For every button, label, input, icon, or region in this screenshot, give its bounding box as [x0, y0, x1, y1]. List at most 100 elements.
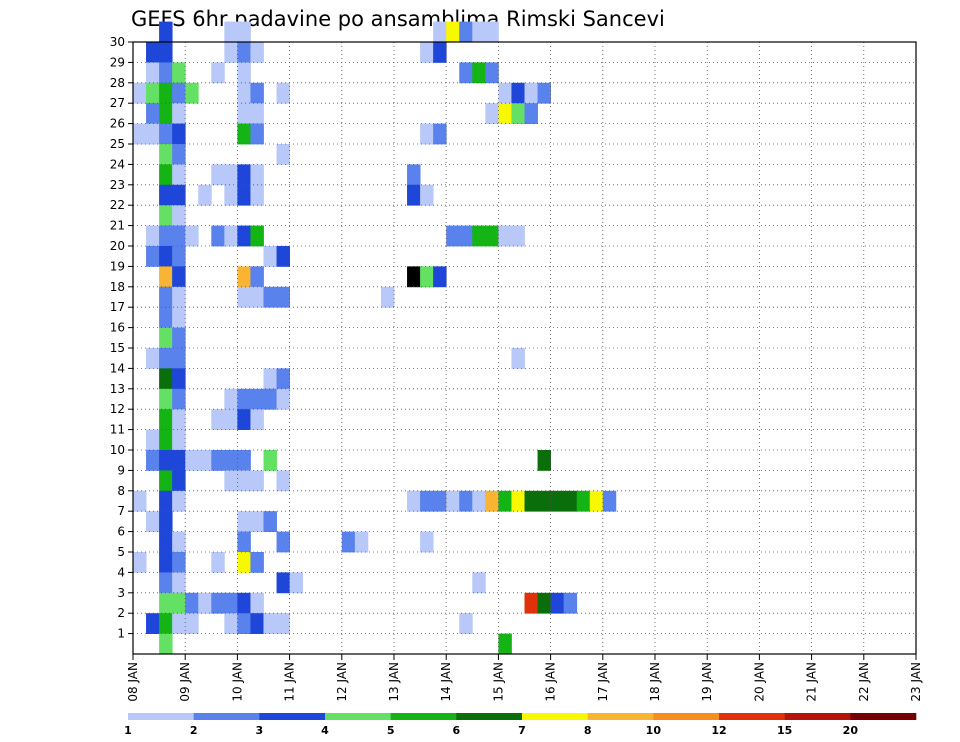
heat-cell: [289, 572, 304, 594]
colorbar-swatch: [390, 713, 457, 720]
heat-cell: [172, 613, 186, 634]
heat-cell: [172, 307, 186, 328]
heat-cell: [172, 286, 186, 308]
heat-cell: [159, 572, 173, 594]
heat-cell: [524, 490, 538, 512]
y-tick-label: 1: [117, 627, 125, 641]
heat-cell: [276, 388, 290, 410]
colorbar-swatch: [587, 713, 654, 720]
x-axis: 08 JAN 09 JAN 10 JAN 11 JAN 12 JAN 13 JAN 14 J…: [126, 654, 923, 702]
heat-cell: [146, 348, 160, 369]
heat-cell: [159, 552, 173, 573]
y-tick-label: 29: [110, 55, 125, 69]
heat-cell: [211, 225, 225, 247]
heat-cell: [433, 123, 447, 145]
heat-cell: [159, 42, 173, 63]
y-tick-label: 19: [110, 259, 125, 273]
heat-cell: [224, 388, 238, 410]
heat-cell: [159, 450, 173, 471]
heat-cell: [263, 286, 277, 308]
heat-cell: [172, 103, 186, 124]
heat-cell: [341, 531, 356, 553]
x-tick-label: 15 JAN: [491, 662, 505, 702]
heat-cell: [511, 490, 525, 512]
colorbar-label: 2: [190, 724, 198, 737]
x-tick-label: 08 JAN: [126, 662, 140, 702]
heat-cell: [250, 511, 264, 532]
heat-cell: [380, 286, 395, 308]
heat-cell: [276, 572, 290, 594]
x-tick-label: 14 JAN: [439, 662, 453, 702]
heat-cell: [159, 613, 173, 634]
heat-cell: [524, 592, 538, 614]
heat-cell: [211, 450, 225, 471]
heat-cell: [172, 429, 186, 451]
heat-cell: [159, 409, 173, 430]
y-tick-label: 10: [110, 443, 125, 457]
heat-cell: [250, 286, 264, 308]
heat-cell: [237, 592, 251, 614]
colorbar-swatch: [653, 713, 720, 720]
heat-cell: [211, 62, 225, 84]
heat-cell: [211, 164, 225, 186]
heat-cell: [224, 225, 238, 247]
heat-cell: [550, 490, 565, 512]
colorbar-label: 8: [584, 724, 592, 737]
heat-cell: [237, 286, 251, 308]
heat-cell: [250, 552, 264, 573]
heat-cell: [250, 613, 264, 634]
heat-cell: [224, 613, 238, 634]
heat-cell: [407, 490, 421, 512]
heat-cell: [172, 225, 186, 247]
heat-cell: [185, 592, 199, 614]
heat-cell: [420, 266, 434, 288]
heat-cell: [159, 348, 173, 369]
heat-cell: [459, 613, 473, 634]
y-tick-label: 5: [117, 545, 125, 559]
heat-cell: [146, 225, 160, 247]
heat-cell: [537, 490, 551, 512]
heat-cell: [407, 164, 421, 186]
heat-cell: [472, 572, 486, 594]
y-tick-label: 2: [117, 606, 125, 620]
heat-cell: [485, 225, 499, 247]
heat-cell: [159, 62, 173, 84]
x-tick-label: 17 JAN: [596, 662, 610, 702]
heat-cell: [250, 592, 264, 614]
heat-cell: [172, 409, 186, 430]
heat-cell: [159, 307, 173, 328]
heat-cell: [250, 103, 264, 124]
y-tick-label: 3: [117, 586, 125, 600]
heat-cell: [146, 429, 160, 451]
heat-cell: [224, 409, 238, 430]
heat-cell: [159, 388, 173, 410]
colorbar-label: 1: [124, 724, 132, 737]
y-tick-label: 30: [110, 35, 125, 49]
heat-cell: [472, 490, 486, 512]
heat-cell: [159, 164, 173, 186]
heat-cell: [237, 42, 251, 63]
heat-cell: [146, 613, 160, 634]
colorbar-swatch: [456, 713, 523, 720]
colorbar-swatch: [259, 713, 326, 720]
heat-cell: [459, 490, 473, 512]
heat-cell: [524, 103, 538, 124]
x-tick-label: 21 JAN: [805, 662, 819, 702]
y-tick-label: 26: [110, 117, 125, 131]
heat-cell: [146, 62, 160, 84]
colorbar-swatch: [325, 713, 391, 720]
heat-cell: [159, 246, 173, 267]
heat-cell: [237, 82, 251, 104]
heat-cell: [446, 490, 460, 512]
heat-cell: [146, 450, 160, 471]
y-tick-label: 20: [110, 239, 125, 253]
heat-cell: [185, 225, 199, 247]
heat-cell: [263, 613, 277, 634]
x-tick-label: 10 JAN: [230, 662, 244, 702]
heat-cell: [224, 42, 238, 63]
heat-cell: [550, 592, 565, 614]
heat-cell: [224, 450, 238, 471]
y-tick-label: 4: [117, 565, 125, 579]
heat-cell: [354, 531, 369, 553]
